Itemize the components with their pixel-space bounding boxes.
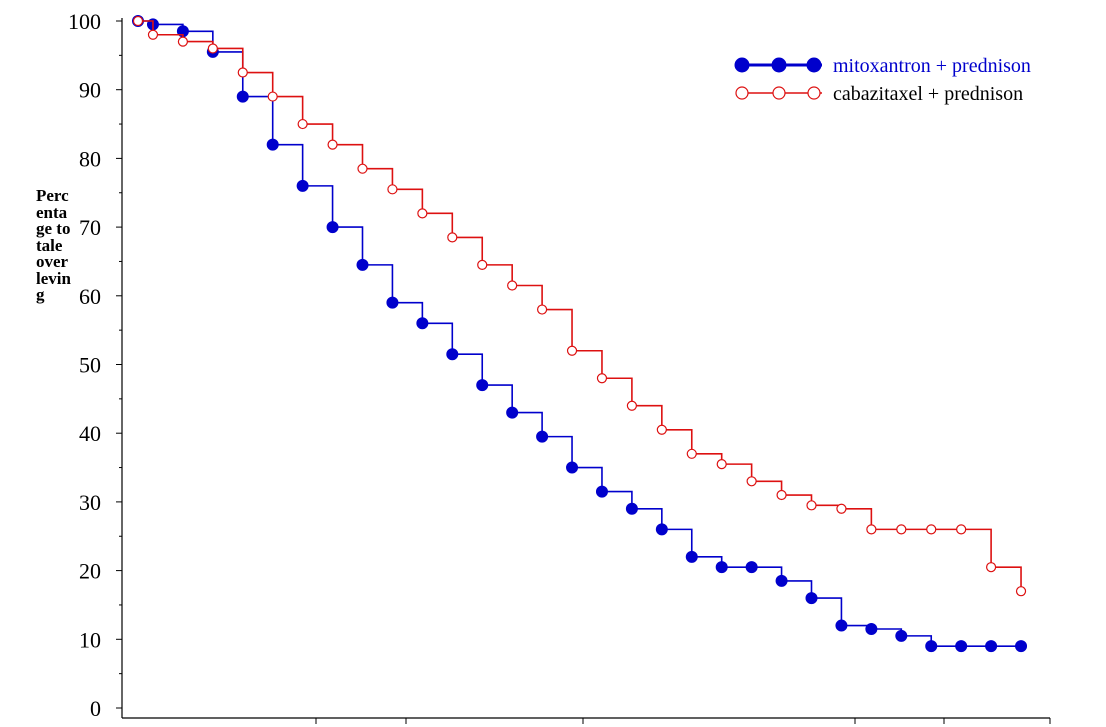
data-point xyxy=(1015,586,1027,597)
y-tick-label: 0 xyxy=(90,696,101,721)
y-axis-label: Percentage totale overleving xyxy=(36,186,71,304)
data-point xyxy=(237,67,248,78)
y-tick-label: 60 xyxy=(79,284,101,309)
data-point xyxy=(985,562,997,573)
data-point xyxy=(177,36,188,47)
y-tick-label: 100 xyxy=(68,9,101,34)
data-point xyxy=(985,640,998,653)
y-tick-label: 20 xyxy=(79,559,101,584)
data-point xyxy=(596,373,608,384)
data-point xyxy=(297,118,308,130)
legend-label: cabazitaxel + prednison xyxy=(833,83,1023,105)
data-point xyxy=(566,461,579,474)
legend-item: cabazitaxel + prednison xyxy=(735,83,1023,105)
y-axis-ticks: 0 10 20 30 40 50 60 70 80 90 100 xyxy=(68,9,122,721)
data-point xyxy=(326,221,339,234)
y-tick-label: 90 xyxy=(79,78,101,103)
data-point xyxy=(685,550,698,563)
data-point xyxy=(926,524,937,535)
data-point xyxy=(925,640,938,653)
series-line xyxy=(138,20,1022,592)
data-point xyxy=(266,138,279,151)
data-point xyxy=(267,91,278,102)
x-axis-ticks xyxy=(315,718,1051,724)
y-tick-label: 50 xyxy=(79,353,101,378)
data-point xyxy=(625,502,638,515)
y-tick-label: 40 xyxy=(79,421,101,446)
data-point xyxy=(896,524,907,535)
legend-marker xyxy=(806,57,822,73)
data-point xyxy=(836,503,847,514)
data-point xyxy=(716,459,727,470)
data-point xyxy=(417,208,428,219)
data-point xyxy=(776,489,787,501)
data-point xyxy=(506,406,519,419)
data-point xyxy=(745,561,758,574)
legend-marker xyxy=(807,86,821,100)
legend-marker xyxy=(735,86,749,100)
series-cabazitaxel xyxy=(132,15,1027,597)
data-point xyxy=(207,43,218,54)
legend-marker xyxy=(734,57,750,73)
data-point xyxy=(536,430,549,443)
data-point xyxy=(746,476,757,487)
data-point xyxy=(955,640,968,653)
data-point xyxy=(476,379,489,392)
data-point xyxy=(1015,640,1028,653)
data-point xyxy=(356,258,369,271)
data-point xyxy=(296,179,309,192)
data-point xyxy=(866,524,877,535)
data-point xyxy=(865,622,878,635)
legend-label: mitoxantron + prednison xyxy=(833,55,1031,77)
data-point xyxy=(956,524,967,535)
data-point xyxy=(386,296,399,309)
data-point xyxy=(147,29,159,40)
data-point xyxy=(507,280,518,291)
data-point xyxy=(236,90,249,103)
data-point xyxy=(626,400,638,411)
data-point xyxy=(477,259,488,270)
data-point xyxy=(835,619,848,632)
data-point xyxy=(327,139,338,150)
data-point xyxy=(655,523,668,536)
y-tick-label: 70 xyxy=(79,215,101,240)
data-point xyxy=(806,500,817,511)
data-point xyxy=(686,448,697,459)
data-point xyxy=(775,574,788,587)
series-line xyxy=(138,20,1022,647)
data-point xyxy=(416,317,429,330)
legend-marker xyxy=(771,57,787,73)
legend: mitoxantron + prednison cabazitaxel + pre… xyxy=(734,55,1031,105)
legend-item: mitoxantron + prednison xyxy=(734,55,1031,77)
data-point xyxy=(566,345,578,356)
series-mitoxantron xyxy=(132,15,1028,653)
data-point xyxy=(387,184,398,195)
data-point xyxy=(895,629,908,642)
data-point xyxy=(595,485,608,498)
data-point xyxy=(132,15,144,27)
y-tick-label: 80 xyxy=(79,146,101,171)
data-point xyxy=(536,304,548,315)
y-tick-label: 10 xyxy=(79,627,101,652)
data-point xyxy=(656,424,667,435)
data-point xyxy=(446,348,459,361)
legend-marker xyxy=(772,86,786,100)
data-point xyxy=(357,163,368,174)
series-layer xyxy=(132,15,1028,653)
data-point xyxy=(715,561,728,574)
data-point xyxy=(447,232,458,243)
data-point xyxy=(805,592,818,605)
y-tick-label: 30 xyxy=(79,490,101,515)
